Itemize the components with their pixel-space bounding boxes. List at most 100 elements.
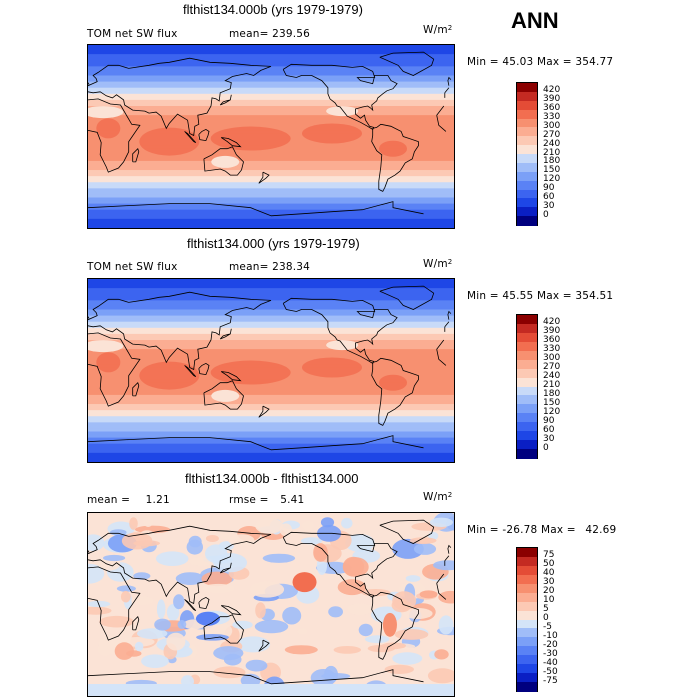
anomaly-region: [255, 602, 266, 619]
coastline: [198, 128, 210, 142]
coastline: [203, 380, 244, 410]
colorbar-swatch: [517, 422, 537, 432]
anomaly-region: [129, 517, 138, 530]
coastline: [198, 596, 210, 610]
latitude-band: [88, 96, 454, 101]
colorbar-swatch: [517, 404, 537, 414]
coastline: [371, 123, 419, 192]
latitude-band: [88, 407, 454, 411]
anomaly-region: [186, 539, 203, 555]
colorbar-swatch: [517, 637, 537, 647]
anomaly-region: [88, 563, 105, 584]
colorbar-swatch: [517, 682, 537, 692]
anomaly-region: [205, 535, 219, 542]
anomaly-region: [282, 606, 302, 625]
colorbar-tick-label: 150: [543, 397, 561, 408]
latitude-band: [88, 170, 454, 174]
colorbar-tick-label: 60: [543, 191, 555, 202]
anomaly-region: [141, 654, 169, 668]
anomaly-region: [137, 628, 168, 639]
latitude-band: [88, 176, 454, 180]
anomaly-region: [173, 594, 185, 610]
anomaly-region: [228, 534, 255, 547]
panel-1-mean-value: 239.56: [272, 28, 311, 40]
coastline: [88, 544, 452, 554]
latitude-band: [88, 191, 454, 195]
anomaly-region: [403, 608, 433, 619]
coastline: [132, 615, 140, 631]
coastline: [282, 531, 398, 598]
anomaly-region: [438, 590, 454, 604]
panel-1-map-svg: [88, 45, 454, 228]
panel-1-mean: mean= 239.56: [229, 28, 310, 40]
latitude-band: [88, 106, 454, 110]
anomaly-region: [384, 664, 414, 674]
anomaly-region: [189, 557, 214, 566]
anomaly-region: [394, 629, 429, 640]
anomaly-region: [262, 553, 296, 563]
latitude-band: [88, 452, 454, 457]
anomaly-region: [409, 537, 437, 544]
latitude-band: [88, 330, 454, 335]
panel-1-min-label: Min =: [467, 56, 499, 68]
colorbar-swatch: [517, 189, 537, 199]
colorbar-swatch: [517, 628, 537, 638]
latitude-band: [88, 388, 454, 393]
coastline: [88, 98, 447, 173]
latitude-band: [88, 391, 454, 396]
latitude-band: [88, 84, 454, 89]
latitude-band: [88, 154, 454, 159]
desert-region: [88, 106, 124, 119]
coastline: [371, 591, 419, 660]
latitude-band: [88, 300, 454, 304]
anomaly-region: [337, 579, 367, 596]
latitude-band: [88, 81, 454, 86]
flux-maximum-region: [139, 361, 200, 390]
panel-3-max-label: Max =: [540, 524, 576, 536]
colorbar-tick-label: 210: [543, 380, 561, 390]
anomaly-region: [429, 517, 453, 527]
anomaly-region: [99, 615, 135, 628]
latitude-band: [88, 312, 454, 317]
latitude-band: [88, 382, 454, 387]
latitude-band: [88, 318, 454, 323]
colorbar-tick-label: 330: [543, 112, 561, 122]
anomaly-region: [392, 538, 424, 559]
latitude-band: [88, 54, 454, 58]
latitude-band: [88, 118, 454, 122]
latitude-band: [88, 309, 454, 314]
anomaly-region: [284, 645, 318, 655]
anomaly-region: [365, 635, 390, 644]
coastline: [282, 297, 398, 364]
anomaly-region: [143, 515, 154, 527]
colorbar-tick-label: 420: [543, 85, 561, 96]
panel-1-minmax: Min = 45.03 Max = 354.77: [467, 56, 613, 68]
latitude-band: [88, 163, 454, 168]
anomaly-region: [328, 606, 343, 618]
panel-2-units-text: W/m: [423, 258, 448, 270]
colorbar-swatch: [517, 350, 537, 361]
latitude-band: [88, 410, 454, 414]
anomaly-region: [110, 529, 127, 536]
latitude-band: [88, 48, 454, 52]
latitude-band: [88, 69, 454, 73]
latitude-band: [88, 102, 454, 107]
panel-2-units: W/m2: [423, 258, 452, 270]
polar-band: [88, 684, 454, 696]
colorbar-swatch: [517, 386, 537, 397]
colorbar-swatch: [517, 619, 537, 630]
colorbar-swatch: [517, 136, 537, 146]
anomaly-region: [201, 571, 233, 587]
coastline: [282, 63, 398, 130]
colorbar-tick-label: -75: [543, 675, 558, 686]
anomaly-region: [320, 517, 335, 528]
anomaly-region: [342, 556, 365, 577]
panel-2-min-label: Min =: [467, 290, 499, 302]
coastline: [258, 639, 270, 652]
latitude-band: [88, 203, 454, 208]
desert-region: [326, 106, 359, 117]
anomaly-region: [255, 518, 283, 534]
anomaly-region: [358, 623, 373, 637]
coastline: [220, 137, 242, 148]
colorbar-tick-label: -30: [543, 648, 558, 659]
